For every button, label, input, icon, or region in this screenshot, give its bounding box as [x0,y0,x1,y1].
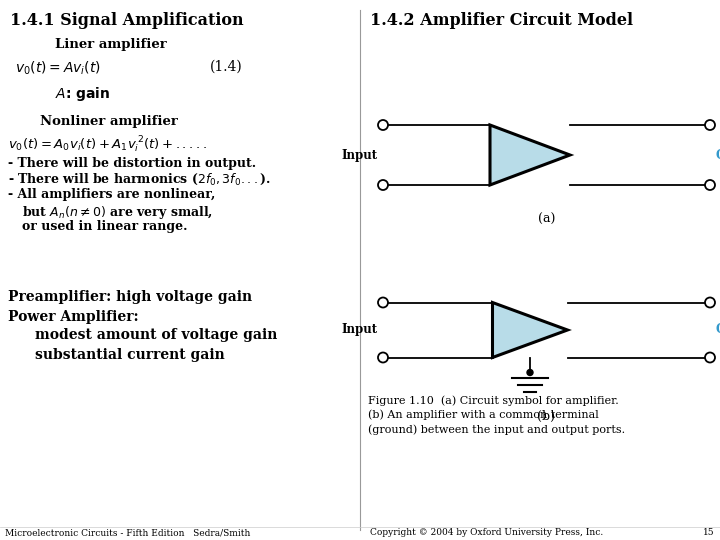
Polygon shape [490,125,570,185]
Text: 1.4.2 Amplifier Circuit Model: 1.4.2 Amplifier Circuit Model [370,12,633,29]
Text: (b): (b) [538,409,556,422]
Text: - There will be harmonics ($2f_0, 3f_0...$).: - There will be harmonics ($2f_0, 3f_0..… [8,172,271,187]
Text: Preamplifier: high voltage gain: Preamplifier: high voltage gain [8,290,252,304]
Text: 1.4.1 Signal Amplification: 1.4.1 Signal Amplification [10,12,243,29]
Text: $A$: gain: $A$: gain [55,85,110,103]
Text: Input: Input [342,148,378,161]
Text: (1.4): (1.4) [210,60,243,74]
Text: - There will be distortion in output.: - There will be distortion in output. [8,157,256,170]
Polygon shape [492,302,567,357]
Text: Nonliner amplifier: Nonliner amplifier [40,115,178,128]
Circle shape [705,298,715,307]
Text: but $A_n(n \neq 0)$ are very small,: but $A_n(n \neq 0)$ are very small, [22,204,213,221]
Circle shape [378,180,388,190]
Text: Output: Output [715,148,720,161]
Circle shape [378,120,388,130]
Text: Figure 1.10  (a) Circuit symbol for amplifier.
(b) An amplifier with a common te: Figure 1.10 (a) Circuit symbol for ampli… [368,395,625,435]
Text: - All amplifiers are nonlinear,: - All amplifiers are nonlinear, [8,188,215,201]
Text: or used in linear range.: or used in linear range. [22,220,187,233]
Text: 15: 15 [703,528,715,537]
Circle shape [705,180,715,190]
Circle shape [705,353,715,362]
Text: $v_0(t) = Av_i(t)$: $v_0(t) = Av_i(t)$ [15,60,101,77]
Circle shape [378,298,388,307]
Circle shape [378,353,388,362]
Text: Output: Output [715,323,720,336]
Text: Copyright © 2004 by Oxford University Press, Inc.: Copyright © 2004 by Oxford University Pr… [370,528,603,537]
Text: Microelectronic Circuits - Fifth Edition   Sedra/Smith: Microelectronic Circuits - Fifth Edition… [5,528,251,537]
Text: substantial current gain: substantial current gain [35,348,225,362]
Circle shape [705,120,715,130]
Circle shape [527,369,533,375]
Text: Input: Input [342,323,378,336]
Text: Power Amplifier:: Power Amplifier: [8,310,139,324]
Text: Liner amplifier: Liner amplifier [55,38,167,51]
Text: (a): (a) [538,213,555,226]
Text: modest amount of voltage gain: modest amount of voltage gain [35,328,277,342]
Text: $v_0(t) = A_0v_i(t) + A_1v_i^{\,2}(t) + .....$: $v_0(t) = A_0v_i(t) + A_1v_i^{\,2}(t) + … [8,135,207,156]
